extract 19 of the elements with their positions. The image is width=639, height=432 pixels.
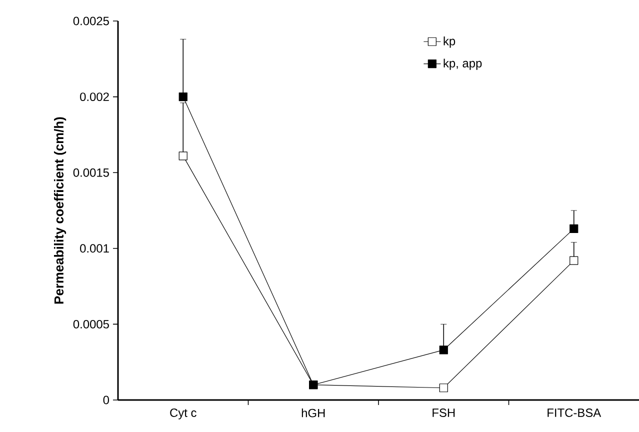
point <box>439 346 448 354</box>
y-tick-label: 0 <box>103 396 110 404</box>
legend-label: kp <box>444 36 456 48</box>
x-tick-label: FSH <box>432 408 455 417</box>
point <box>439 384 448 392</box>
x-tick-label: FITC-BSA <box>548 408 602 417</box>
x-tick-label: Cyt c <box>170 408 196 420</box>
y-tick-label: 0.002 <box>80 92 109 102</box>
point <box>570 256 578 265</box>
point <box>570 224 578 233</box>
point <box>178 92 188 102</box>
y-tick-label: 0.001 <box>80 244 109 253</box>
legend-label: kp, app <box>444 58 482 70</box>
y-tick-label: 0.0015 <box>73 168 109 177</box>
x-tick-label: hGH <box>302 408 325 418</box>
y-tick-label: 0.0025 <box>73 16 109 26</box>
point <box>178 152 188 160</box>
y-axis-title: Permeability coefficient (cm/h) <box>54 117 66 304</box>
y-tick-label: 0.0005 <box>73 320 109 328</box>
